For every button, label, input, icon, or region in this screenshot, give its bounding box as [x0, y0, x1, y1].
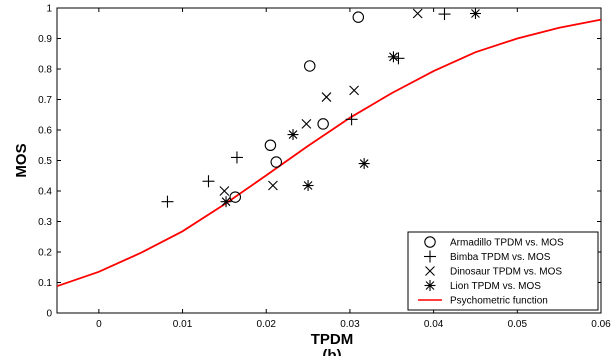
circle-point-series-1: [317, 118, 329, 130]
x-axis-label: TPDM: [311, 331, 354, 348]
y-tick-label: 0.8: [38, 65, 52, 76]
x-point-series-3: [321, 92, 332, 102]
legend-entry-3: Dinosaur TPDM vs. MOS: [450, 267, 562, 278]
x-tick-label: 0.01: [173, 319, 193, 330]
circle-point-series-1: [229, 191, 242, 203]
legend-marker-4: [424, 280, 436, 291]
legend-entry-1: Armadillo TPDM vs. MOS: [450, 238, 564, 249]
plus-point-series-2: [230, 151, 243, 164]
legend-box: [407, 231, 599, 311]
plus-point-series-2: [345, 113, 358, 126]
x-point-series-3: [268, 180, 278, 191]
x-tick-label: 0.04: [424, 319, 444, 330]
legend-entry-2: Bimba TPDM vs. MOS: [450, 252, 551, 263]
circle-point-series-1: [352, 11, 365, 23]
legend-entry-4: Lion TPDM vs. MOS: [450, 281, 541, 292]
y-tick-label: 0.9: [38, 34, 52, 45]
x-point-series-3: [412, 8, 423, 19]
y-tick-label: 1: [46, 4, 52, 15]
x-tick-label: 0.03: [340, 319, 360, 330]
psychometric-curve-layer: [56, 18, 602, 288]
circle-point-series-1: [264, 139, 277, 152]
y-tick-label: 0: [46, 309, 52, 320]
x-tick-label: 0.02: [256, 319, 276, 330]
y-tick-label: 0.4: [38, 187, 52, 198]
asterisk-point-series-4: [302, 180, 314, 192]
y-axis-label: MOS: [13, 143, 30, 177]
y-tick-label: 0.5: [38, 156, 52, 167]
psychometric-function-curve: [56, 18, 602, 288]
x-tick-label: 0: [96, 319, 102, 330]
x-tick-label: 0.06: [591, 319, 611, 330]
plus-point-series-2: [438, 8, 451, 21]
circle-point-series-1: [270, 156, 283, 168]
asterisk-point-series-4: [220, 196, 232, 208]
y-tick-label: 0.2: [38, 248, 52, 259]
plus-point-series-2: [161, 195, 174, 208]
data-points: [161, 7, 481, 208]
y-tick-label: 0.7: [38, 95, 52, 106]
x-point-series-3: [349, 85, 359, 96]
circle-point-series-1: [304, 60, 316, 72]
asterisk-point-series-4: [387, 51, 399, 63]
asterisk-point-series-4: [358, 158, 370, 170]
legend-entry-5: Psychometric function: [450, 296, 548, 307]
x-point-series-3: [219, 186, 230, 196]
axis-ticks: 0 0.01 0.02 0.03 0.04 0.05 0.06 0 0.1 0.2 0.3 0.4 0.…: [38, 4, 611, 331]
asterisk-point-series-4: [469, 7, 481, 19]
x-tick-label: 0.05: [508, 319, 528, 330]
x-point-series-3: [301, 119, 312, 129]
plus-point-series-2: [202, 175, 215, 188]
legend: Armadillo TPDM vs. MOS Bimba TPDM vs. MOS…: [407, 231, 599, 311]
asterisk-point-series-4: [287, 129, 299, 141]
legend-marker-2: [424, 250, 436, 263]
y-tick-label: 0.3: [38, 217, 52, 228]
y-tick-label: 0.1: [38, 278, 52, 289]
y-tick-label: 0.6: [38, 126, 52, 137]
legend-marker-3: [425, 266, 435, 276]
legend-marker-1: [424, 236, 436, 248]
figure-caption: (b): [322, 347, 341, 356]
